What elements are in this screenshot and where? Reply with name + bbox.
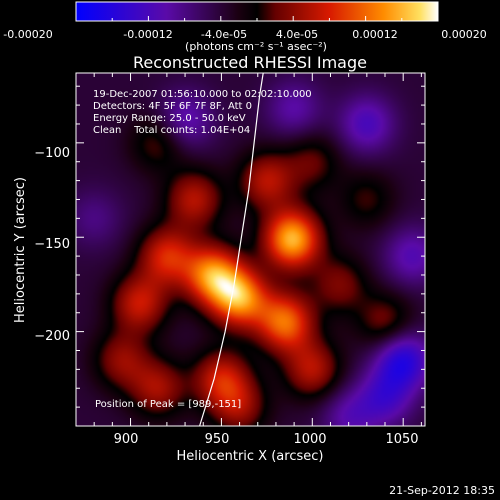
y-tick-label: −100 [34,146,70,161]
plot-frame [75,72,426,427]
x-tick-label: 900 [114,432,139,447]
x-tick-label: 1050 [385,432,418,447]
annotation-detectors: Detectors: 4F 5F 6F 7F 8F, Att 0 [93,101,252,112]
colorbar-tick-2: -0.00012 [123,28,172,41]
footer-timestamp: 21-Sep-2012 18:35 [389,484,495,497]
heatmap-image [76,73,425,426]
chart-title: Reconstructed RHESSI Image [133,53,367,72]
annotation-energy-range: Energy Range: 25.0 - 50.0 keV [93,113,246,124]
colorbar: -0.00020 -0.00012 -4.0e-05 4.0e-05 0.000… [3,1,487,53]
axis-ticks [76,73,425,427]
peak-position-label: Position of Peak = [989,-151] [95,399,241,410]
plot-area: 19-Dec-2007 01:56:10.000 to 02:02:10.000… [75,72,426,427]
x-axis-label: Heliocentric X (arcsec) [177,449,324,464]
x-tick-label: 950 [205,432,230,447]
y-axis-label: Heliocentric Y (arcsec) [13,177,28,323]
annotation-clean-counts: Clean Total counts: 1.04E+04 [93,125,250,136]
colorbar-tick-3: -4.0e-05 [201,28,247,41]
y-tick-label: −150 [34,237,70,252]
colorbar-tick-4: 4.0e-05 [276,28,318,41]
colorbar-tick-1: -0.00020 [3,28,52,41]
colorbar-ticks [75,16,439,21]
y-tick-label: −200 [34,329,70,344]
x-tick-label: 1000 [293,432,326,447]
colorbar-tick-5: 0.00012 [352,28,398,41]
annotation-time-range: 19-Dec-2007 01:56:10.000 to 02:02:10.000 [93,89,312,100]
colorbar-tick-6: 0.00020 [441,28,487,41]
colorbar-unit-label: (photons cm⁻² s⁻¹ asec⁻²) [185,40,327,53]
solar-limb-curve [199,73,264,426]
